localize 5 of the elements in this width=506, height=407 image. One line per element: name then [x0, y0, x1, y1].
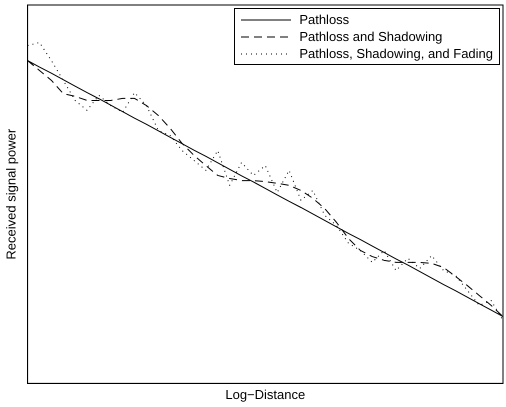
x-axis-title: Log−Distance: [225, 386, 306, 402]
y-axis-title: Received signal power: [3, 128, 18, 260]
legend-label: Pathloss: [299, 11, 350, 28]
legend-label: Pathloss, Shadowing, and Fading: [299, 45, 493, 62]
legend-label: Pathloss and Shadowing: [299, 28, 442, 45]
